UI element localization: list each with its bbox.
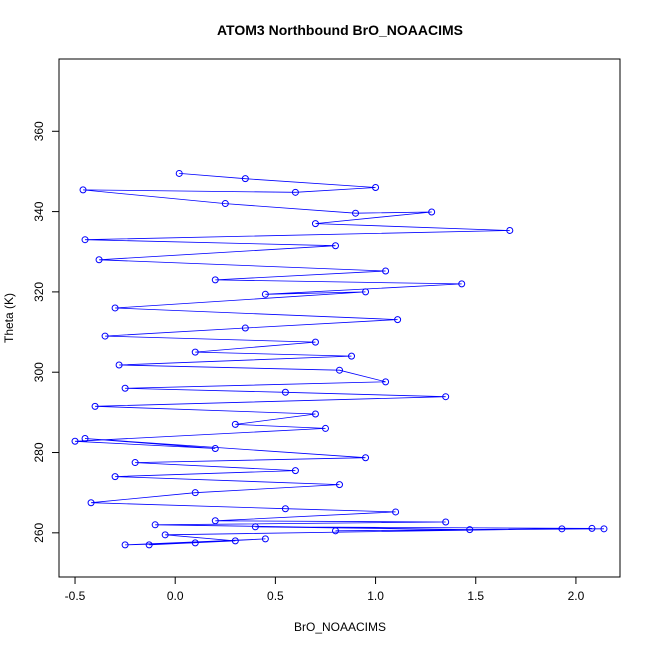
data-point bbox=[241, 324, 249, 332]
data-point bbox=[71, 437, 79, 445]
data-point bbox=[191, 348, 199, 356]
data-point bbox=[291, 467, 299, 475]
data-point bbox=[241, 175, 249, 183]
data-point bbox=[442, 393, 450, 401]
data-point bbox=[291, 188, 299, 196]
data-point bbox=[231, 537, 239, 545]
data-point bbox=[261, 535, 269, 543]
data-point bbox=[81, 236, 89, 244]
data-point bbox=[362, 288, 370, 296]
data-point bbox=[362, 454, 370, 462]
data-point bbox=[115, 361, 123, 369]
x-tick-label: -0.5 bbox=[65, 589, 86, 603]
data-point bbox=[221, 200, 229, 208]
data-point bbox=[251, 523, 259, 531]
y-tick-label: 340 bbox=[32, 201, 46, 221]
data-point bbox=[281, 388, 289, 396]
data-point bbox=[382, 378, 390, 386]
y-axis: 260 280 300 320 340 360 bbox=[32, 121, 60, 543]
x-axis: -0.5 0.0 0.5 1.0 1.5 2.0 bbox=[65, 576, 585, 603]
data-point bbox=[458, 280, 466, 288]
data-point bbox=[311, 220, 319, 228]
x-tick-label: 1.0 bbox=[367, 589, 384, 603]
data-point bbox=[281, 505, 289, 513]
data-point bbox=[211, 276, 219, 284]
data-point bbox=[321, 424, 329, 432]
data-point bbox=[558, 525, 566, 533]
series-line bbox=[74, 173, 605, 546]
data-point bbox=[121, 541, 129, 549]
plot-frame bbox=[58, 58, 621, 578]
data-point bbox=[506, 226, 514, 234]
x-tick-label: 2.0 bbox=[568, 589, 585, 603]
data-point bbox=[348, 352, 356, 360]
x-tick-label: 0.0 bbox=[167, 589, 184, 603]
data-layer bbox=[71, 169, 608, 549]
y-tick-label: 300 bbox=[32, 362, 46, 382]
data-point bbox=[87, 499, 95, 507]
data-point bbox=[121, 384, 129, 392]
data-point bbox=[211, 517, 219, 525]
data-point bbox=[95, 256, 103, 264]
data-point bbox=[191, 489, 199, 497]
data-point bbox=[101, 332, 109, 340]
data-point bbox=[352, 209, 360, 217]
data-point bbox=[382, 267, 390, 275]
data-point bbox=[161, 531, 169, 539]
y-axis-label: Theta (K) bbox=[2, 293, 16, 343]
data-point bbox=[311, 338, 319, 346]
data-point bbox=[211, 445, 219, 453]
y-tick-label: 260 bbox=[32, 522, 46, 542]
data-point bbox=[79, 186, 87, 194]
data-point bbox=[191, 539, 199, 547]
data-point bbox=[111, 473, 119, 481]
data-point bbox=[466, 526, 474, 534]
data-point bbox=[131, 459, 139, 467]
chart-title: ATOM3 Northbound BrO_NOAACIMS bbox=[217, 22, 463, 38]
data-point bbox=[331, 527, 339, 535]
data-point bbox=[588, 524, 596, 532]
data-point bbox=[111, 304, 119, 312]
data-point bbox=[81, 434, 89, 442]
data-point bbox=[231, 420, 239, 428]
y-tick-label: 320 bbox=[32, 282, 46, 302]
x-tick-label: 1.5 bbox=[467, 589, 484, 603]
y-tick-label: 360 bbox=[32, 121, 46, 141]
data-point bbox=[372, 183, 380, 191]
data-point bbox=[91, 402, 99, 410]
x-tick-label: 0.5 bbox=[267, 589, 284, 603]
data-point bbox=[151, 521, 159, 529]
data-point bbox=[331, 242, 339, 250]
data-point bbox=[261, 290, 269, 298]
data-point bbox=[442, 518, 450, 526]
data-point bbox=[392, 508, 400, 516]
x-axis-label: BrO_NOAACIMS bbox=[294, 620, 386, 634]
data-point bbox=[600, 525, 608, 533]
data-point bbox=[336, 366, 343, 374]
data-point bbox=[145, 541, 153, 549]
data-point bbox=[311, 410, 319, 418]
data-point bbox=[394, 316, 402, 324]
data-point bbox=[175, 169, 183, 177]
data-point bbox=[336, 481, 343, 489]
y-tick-label: 280 bbox=[32, 442, 46, 462]
data-point bbox=[428, 208, 436, 216]
